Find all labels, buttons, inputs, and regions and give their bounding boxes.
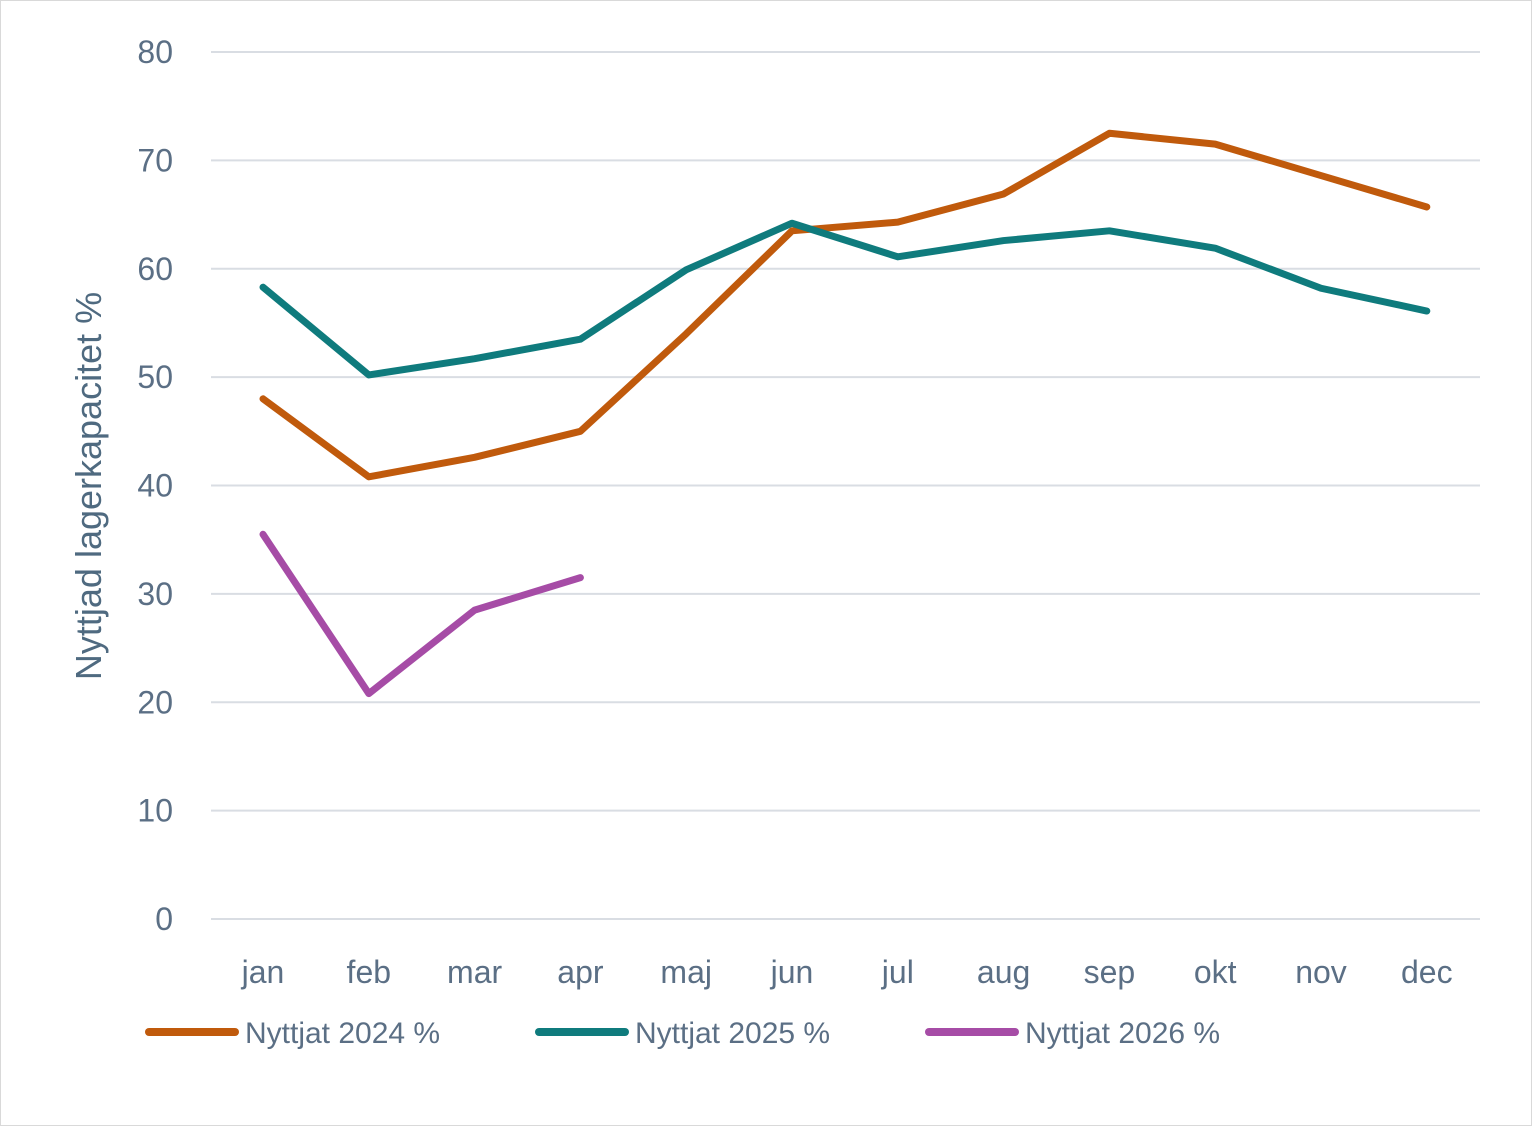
legend-label: Nyttjat 2026 %: [1025, 1017, 1220, 1050]
legend: Nyttjat 2024 % Nyttjat 2025 % Nyttjat 2026…: [145, 1017, 1220, 1050]
legend-label: Nyttjat 2024 %: [245, 1017, 440, 1050]
y-tick-label: 70: [137, 142, 173, 178]
x-tick-label: feb: [347, 954, 391, 990]
x-tick-label: dec: [1401, 954, 1453, 990]
legend-item: Nyttjat 2026 %: [925, 1017, 1220, 1050]
y-axis-label: Nyttjad lagerkapacitet %: [68, 292, 109, 680]
x-tick-label: maj: [660, 954, 712, 990]
x-tick-label: jul: [881, 954, 914, 990]
gridlines: [211, 51, 1480, 920]
y-tick-label: 20: [137, 684, 173, 720]
y-tick-label: 0: [155, 901, 173, 937]
x-tick-label: okt: [1194, 954, 1237, 990]
legend-item: Nyttjat 2024 %: [145, 1017, 440, 1050]
x-tick-label: jun: [770, 954, 814, 990]
series-line-3: [259, 530, 584, 698]
y-tick-label: 30: [137, 576, 173, 612]
x-tick-label: mar: [447, 954, 502, 990]
y-tick-label: 10: [137, 793, 173, 829]
series-line-2: [259, 219, 1431, 379]
y-axis-ticks: 0 10 20 30 40 50 60 70 80: [137, 34, 173, 937]
x-tick-label: nov: [1295, 954, 1347, 990]
y-tick-label: 40: [137, 468, 173, 504]
x-tick-label: aug: [977, 954, 1030, 990]
series-line-1: [259, 129, 1431, 481]
legend-item: Nyttjat 2025 %: [535, 1017, 830, 1050]
y-tick-label: 60: [137, 251, 173, 287]
series-lines: [259, 129, 1431, 698]
x-tick-label: sep: [1084, 954, 1136, 990]
x-axis-ticks: jan feb mar apr maj jun jul aug sep okt nov dec: [241, 954, 1453, 990]
y-tick-label: 50: [137, 359, 173, 395]
x-tick-label: apr: [557, 954, 604, 990]
x-tick-label: jan: [241, 954, 285, 990]
y-tick-label: 80: [137, 34, 173, 70]
legend-label: Nyttjat 2025 %: [635, 1017, 830, 1050]
